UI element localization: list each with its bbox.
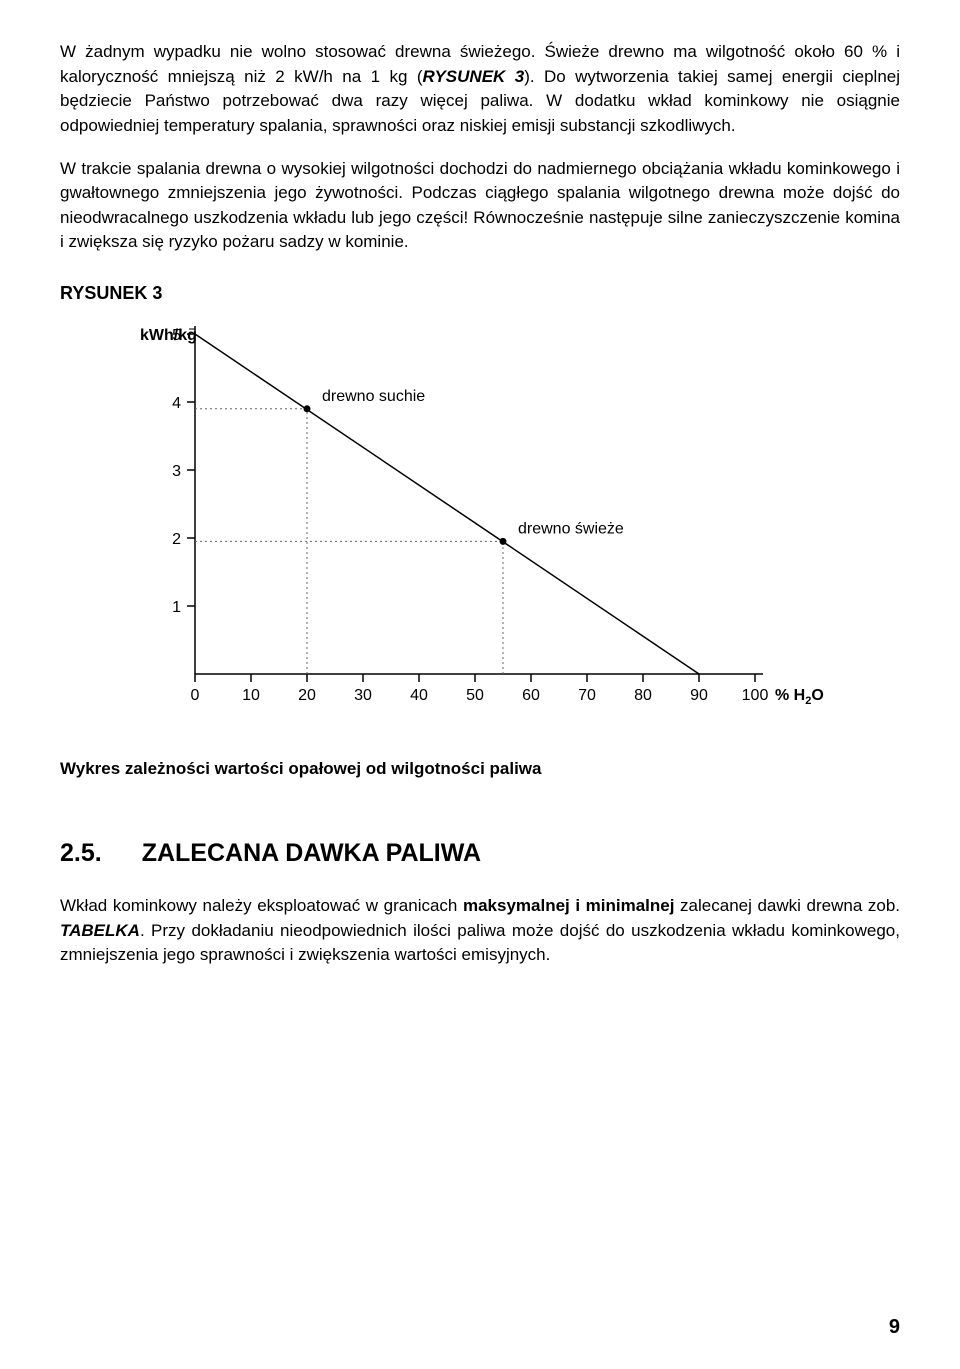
- svg-text:100: 100: [742, 687, 769, 704]
- svg-text:kWh/kg: kWh/kg: [140, 327, 197, 344]
- section-number: 2.5.: [60, 839, 102, 868]
- section-body-paragraph: Wkład kominkowy należy eksploatować w gr…: [60, 894, 900, 968]
- page-number: 9: [889, 1316, 900, 1339]
- svg-text:50: 50: [466, 687, 484, 704]
- svg-text:2: 2: [172, 531, 181, 548]
- intro-paragraph-2: W trakcie spalania drewna o wysokiej wil…: [60, 157, 900, 256]
- svg-text:drewno świeże: drewno świeże: [518, 521, 624, 538]
- chart-caption: Wykres zależności wartości opałowej od w…: [60, 759, 900, 779]
- intro-paragraph-1: W żadnym wypadku nie wolno stosować drew…: [60, 40, 900, 139]
- svg-text:20: 20: [298, 687, 316, 704]
- svg-text:% H2O: % H2O: [775, 687, 824, 707]
- svg-text:4: 4: [172, 395, 181, 412]
- svg-text:60: 60: [522, 687, 540, 704]
- svg-text:3: 3: [172, 463, 181, 480]
- svg-text:10: 10: [242, 687, 260, 704]
- svg-text:40: 40: [410, 687, 428, 704]
- section-heading: 2.5. ZALECANA DAWKA PALIWA: [60, 839, 900, 868]
- svg-text:drewno suchie: drewno suchie: [322, 388, 425, 405]
- section-title: ZALECANA DAWKA PALIWA: [142, 839, 481, 868]
- svg-text:0: 0: [191, 687, 200, 704]
- line-chart: 123450102030405060708090100kWh/kg% H2Odr…: [140, 324, 835, 714]
- svg-text:30: 30: [354, 687, 372, 704]
- chart-container: 123450102030405060708090100kWh/kg% H2Odr…: [140, 324, 900, 719]
- svg-text:70: 70: [578, 687, 596, 704]
- figure-label: RYSUNEK 3: [60, 283, 900, 304]
- svg-text:80: 80: [634, 687, 652, 704]
- svg-text:1: 1: [172, 599, 181, 616]
- svg-text:90: 90: [690, 687, 708, 704]
